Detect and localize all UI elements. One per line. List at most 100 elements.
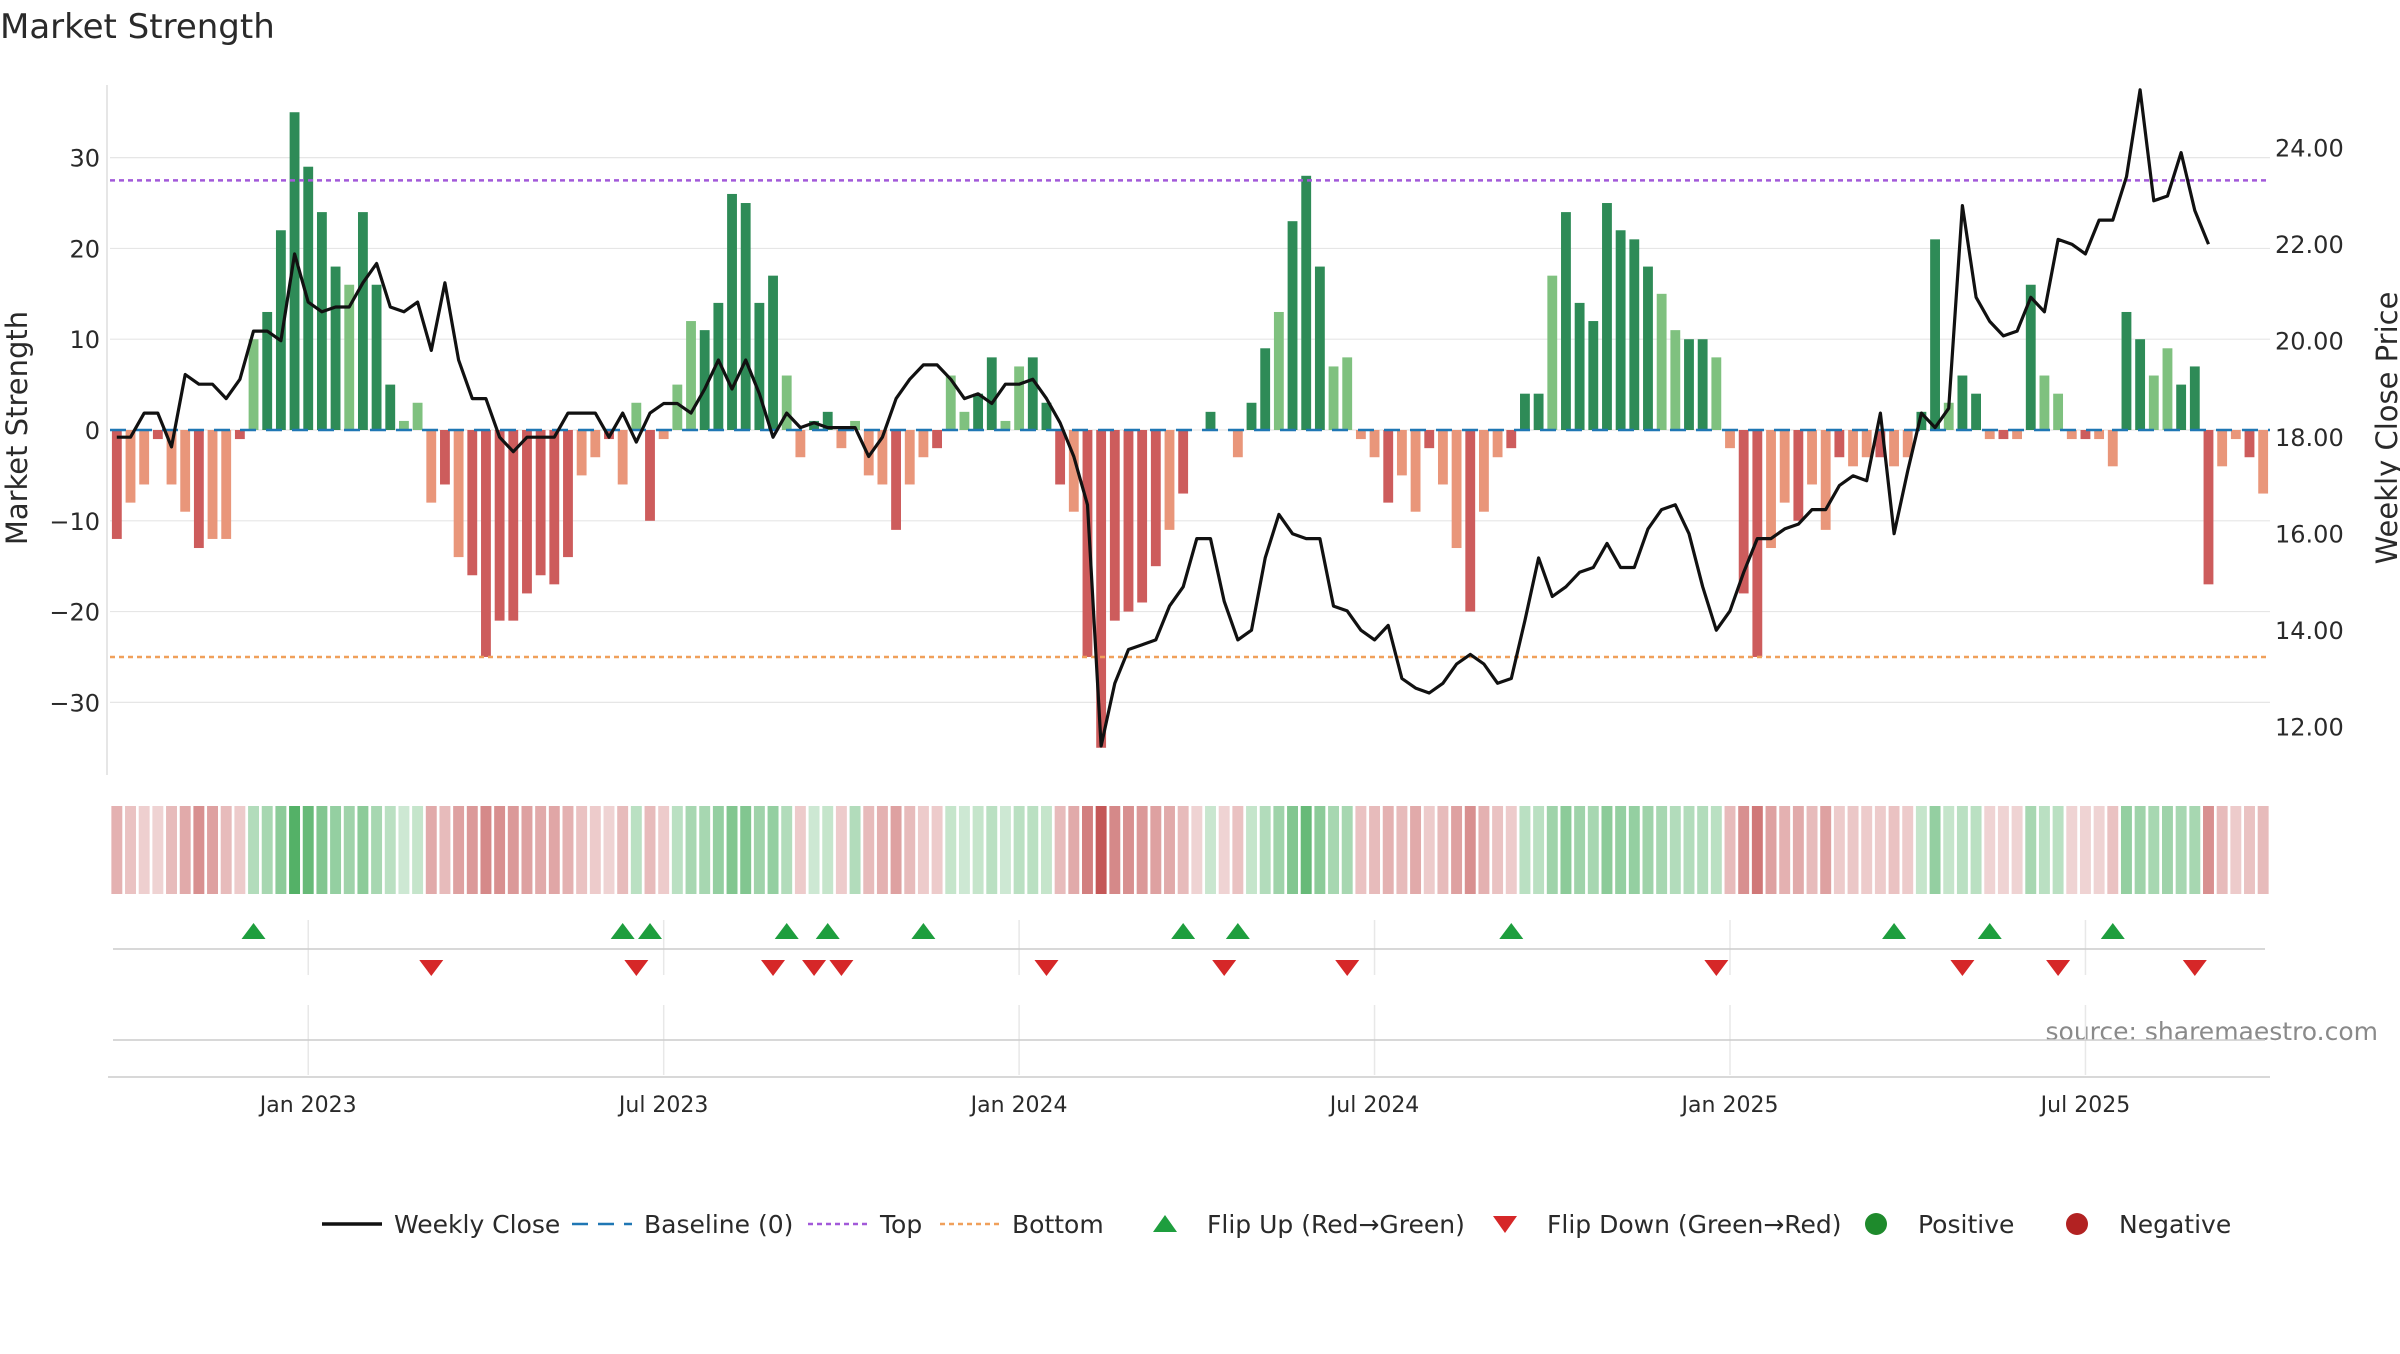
intensity-cell bbox=[1054, 806, 1066, 894]
intensity-cell bbox=[972, 806, 984, 894]
intensity-cell bbox=[1382, 806, 1394, 894]
x-tick-label: Jan 2023 bbox=[258, 1093, 357, 1118]
strength-bar bbox=[863, 430, 874, 476]
strength-bar bbox=[234, 430, 245, 440]
strength-bar bbox=[932, 430, 943, 449]
intensity-cell bbox=[220, 806, 232, 894]
intensity-cell bbox=[1956, 806, 1968, 894]
strength-bar bbox=[1861, 430, 1872, 458]
strength-bar bbox=[1137, 430, 1148, 603]
strength-bar bbox=[795, 430, 806, 458]
strength-bar bbox=[1916, 411, 1927, 430]
strength-bar bbox=[1410, 430, 1421, 512]
intensity-cell bbox=[1820, 806, 1832, 894]
strength-bar bbox=[180, 430, 191, 512]
right-tick-label: 24.00 bbox=[2275, 135, 2344, 163]
intensity-cell bbox=[193, 806, 205, 894]
intensity-cell bbox=[1710, 806, 1722, 894]
strength-bar bbox=[2135, 339, 2146, 430]
intensity-cell bbox=[658, 806, 670, 894]
legend-swatch-circle bbox=[1865, 1213, 1887, 1235]
intensity-cell bbox=[1396, 806, 1408, 894]
strength-bar bbox=[945, 375, 956, 430]
strength-bar bbox=[344, 284, 355, 430]
intensity-cell bbox=[1874, 806, 1886, 894]
intensity-cell bbox=[1683, 806, 1695, 894]
strength-bar bbox=[549, 430, 560, 585]
flip-down-marker bbox=[802, 960, 827, 976]
strength-bar bbox=[1820, 430, 1831, 530]
strength-bar bbox=[426, 430, 437, 503]
strength-bar bbox=[1533, 393, 1544, 430]
flip-up-marker bbox=[1499, 923, 1524, 939]
intensity-cell bbox=[1136, 806, 1148, 894]
intensity-cell bbox=[576, 806, 588, 894]
strength-bar bbox=[371, 284, 382, 430]
intensity-cell bbox=[2244, 806, 2255, 894]
intensity-cell bbox=[425, 806, 437, 894]
intensity-cell bbox=[2230, 806, 2242, 894]
intensity-cell bbox=[1218, 806, 1230, 894]
intensity-cell bbox=[1464, 806, 1476, 894]
strength-bar bbox=[590, 430, 601, 458]
intensity-cell bbox=[2257, 806, 2269, 894]
intensity-cell bbox=[1792, 806, 1804, 894]
strength-bar bbox=[1766, 430, 1776, 549]
intensity-cell bbox=[644, 806, 656, 894]
strength-bar bbox=[1602, 203, 1612, 430]
strength-bar bbox=[2258, 430, 2269, 494]
flip-down-marker bbox=[2182, 960, 2207, 976]
intensity-cell bbox=[302, 806, 314, 894]
left-tick-label: 0 bbox=[85, 417, 100, 445]
flip-up-marker bbox=[815, 923, 840, 939]
intensity-cell bbox=[2107, 806, 2119, 894]
intensity-cell bbox=[1300, 806, 1312, 894]
strength-bar bbox=[2148, 375, 2159, 430]
strength-bar bbox=[1547, 275, 1558, 430]
strength-bar bbox=[1273, 311, 1284, 430]
intensity-cell bbox=[2093, 806, 2105, 894]
strength-bar bbox=[836, 430, 847, 449]
legend-label: Top bbox=[879, 1210, 922, 1239]
intensity-cell bbox=[1451, 806, 1463, 894]
intensity-cell bbox=[808, 806, 820, 894]
strength-bar bbox=[1246, 402, 1257, 430]
strength-bar bbox=[686, 321, 696, 430]
intensity-cell bbox=[248, 806, 260, 894]
intensity-cell bbox=[1574, 806, 1586, 894]
flip-down-marker bbox=[829, 960, 854, 976]
flip-down-marker bbox=[1335, 960, 1360, 976]
intensity-cell bbox=[1191, 806, 1203, 894]
strength-bar bbox=[1492, 430, 1503, 458]
intensity-cell bbox=[767, 806, 779, 894]
intensity-cell bbox=[207, 806, 218, 894]
right-tick-label: 22.00 bbox=[2275, 231, 2344, 259]
intensity-cell bbox=[2038, 806, 2050, 894]
strength-bar bbox=[1615, 230, 1626, 430]
intensity-cell bbox=[1109, 806, 1121, 894]
strength-bar bbox=[1178, 430, 1189, 494]
strength-bar bbox=[1889, 430, 1899, 467]
intensity-cell bbox=[945, 806, 957, 894]
strength-bar bbox=[453, 430, 464, 558]
intensity-cell bbox=[275, 806, 287, 894]
intensity-cell bbox=[904, 806, 916, 894]
strength-bar bbox=[1561, 212, 1571, 430]
strength-bar bbox=[125, 430, 136, 503]
strength-bar bbox=[1082, 430, 1093, 657]
intensity-cell bbox=[1615, 806, 1627, 894]
intensity-cell bbox=[1314, 806, 1326, 894]
strength-bar bbox=[740, 203, 751, 430]
intensity-cell bbox=[1669, 806, 1681, 894]
intensity-cell bbox=[1970, 806, 1982, 894]
strength-bar bbox=[1643, 266, 1653, 430]
strength-bar bbox=[535, 430, 546, 576]
strength-bar bbox=[2039, 375, 2050, 430]
flip-up-marker bbox=[1882, 923, 1907, 939]
left-tick-label: −10 bbox=[49, 508, 100, 536]
x-tick-label: Jul 2024 bbox=[1328, 1093, 1420, 1118]
strength-bar bbox=[1574, 302, 1585, 430]
strength-bar bbox=[1793, 430, 1804, 521]
strength-bar bbox=[1711, 357, 1722, 430]
